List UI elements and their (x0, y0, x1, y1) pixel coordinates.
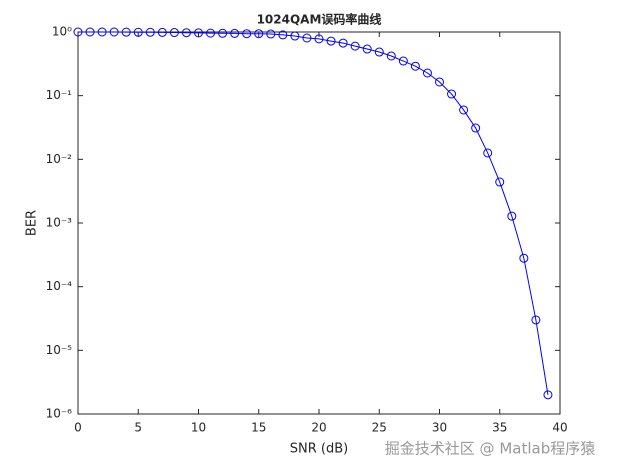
data-point (543, 390, 553, 400)
y-tick-label: 10⁻³ (46, 216, 73, 230)
x-tick-label: 40 (552, 421, 567, 435)
data-point (181, 28, 191, 38)
x-axis-label: SNR (dB) (290, 442, 348, 457)
data-point (507, 211, 517, 221)
x-tick-label: 20 (311, 421, 326, 435)
data-point (483, 148, 493, 158)
data-point (254, 29, 264, 39)
data-point (362, 44, 372, 54)
data-point (278, 30, 288, 40)
x-tick-label: 10 (191, 421, 206, 435)
data-point (230, 28, 240, 38)
data-point (109, 27, 119, 37)
data-point (206, 28, 216, 38)
data-point (121, 27, 131, 37)
data-point (302, 33, 312, 43)
data-point (326, 36, 336, 46)
data-point (157, 27, 167, 37)
data-point (338, 38, 348, 48)
y-tick-label: 10⁻⁴ (46, 279, 73, 293)
data-point (447, 89, 457, 99)
x-tick-label: 5 (134, 421, 142, 435)
y-axis-label: BER (25, 210, 40, 236)
plot-box (77, 31, 561, 415)
x-tick-label: 25 (372, 421, 387, 435)
data-point (266, 29, 276, 39)
data-point (531, 315, 541, 325)
series-line (78, 31, 549, 395)
y-tick-label: 10⁻² (46, 152, 73, 166)
data-point (97, 27, 107, 37)
x-tick-label: 35 (492, 421, 507, 435)
data-point (471, 123, 481, 133)
data-point (194, 28, 203, 38)
data-point (218, 28, 228, 38)
chart-title: 1024QAM误码率曲线 (257, 12, 382, 27)
data-point (85, 27, 95, 37)
data-point (410, 61, 420, 71)
data-point (242, 29, 252, 39)
data-point (169, 28, 179, 38)
data-point (73, 27, 83, 37)
data-point (519, 253, 529, 263)
data-point (459, 105, 469, 115)
y-tick-label: 10⁻⁶ (46, 407, 73, 421)
y-tick-label: 10⁰ (52, 25, 72, 39)
y-tick-label: 10⁻⁵ (46, 343, 73, 357)
watermark: 掘金技术社区 @ Matlab程序猿 (385, 440, 595, 458)
data-point (314, 34, 324, 44)
data-point (386, 51, 396, 61)
y-tick-label: 10⁻¹ (46, 88, 73, 102)
data-point (145, 27, 155, 37)
data-point (495, 177, 505, 187)
x-tick-label: 0 (74, 421, 82, 435)
x-tick-label: 15 (251, 421, 266, 435)
data-point (133, 27, 143, 37)
x-tick-label: 30 (432, 421, 447, 435)
data-point (350, 41, 360, 51)
data-point (398, 56, 408, 66)
data-point (290, 31, 300, 41)
data-point (435, 77, 444, 87)
data-point (374, 47, 384, 57)
data-point (422, 68, 432, 78)
